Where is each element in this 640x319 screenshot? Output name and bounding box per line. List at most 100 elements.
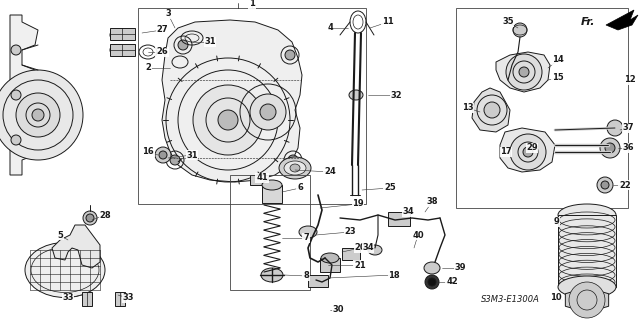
Circle shape xyxy=(519,67,529,77)
Circle shape xyxy=(110,45,120,55)
Text: S3M3-E1300A: S3M3-E1300A xyxy=(481,295,540,305)
Circle shape xyxy=(11,45,21,55)
Text: 21: 21 xyxy=(354,261,366,270)
Circle shape xyxy=(428,278,436,286)
Bar xyxy=(230,175,310,290)
Circle shape xyxy=(513,23,527,37)
Circle shape xyxy=(32,109,44,121)
Circle shape xyxy=(218,110,238,130)
Bar xyxy=(388,212,410,226)
Bar xyxy=(250,175,268,185)
Circle shape xyxy=(155,147,171,163)
Text: 22: 22 xyxy=(619,181,631,189)
Text: 34: 34 xyxy=(362,243,374,253)
Text: 35: 35 xyxy=(502,18,514,26)
Text: 31: 31 xyxy=(186,151,198,160)
Bar xyxy=(110,44,135,56)
Ellipse shape xyxy=(290,164,300,172)
Text: 14: 14 xyxy=(552,56,564,64)
Circle shape xyxy=(605,143,615,153)
Text: 18: 18 xyxy=(388,271,400,279)
Circle shape xyxy=(250,94,286,130)
Bar xyxy=(82,292,92,306)
Text: Fr.: Fr. xyxy=(580,17,595,27)
Text: 9: 9 xyxy=(553,218,559,226)
Bar xyxy=(138,8,366,204)
Circle shape xyxy=(178,40,188,50)
Bar xyxy=(308,275,328,287)
Text: 27: 27 xyxy=(156,26,168,34)
Circle shape xyxy=(83,211,97,225)
Circle shape xyxy=(285,50,295,60)
Circle shape xyxy=(506,54,542,90)
Text: 1: 1 xyxy=(249,0,255,9)
Circle shape xyxy=(600,138,620,158)
Ellipse shape xyxy=(349,90,363,100)
Text: 28: 28 xyxy=(99,211,111,219)
Text: 13: 13 xyxy=(462,103,474,113)
Text: 23: 23 xyxy=(344,227,356,236)
Text: 5: 5 xyxy=(57,231,63,240)
Text: 26: 26 xyxy=(156,48,168,56)
Text: 36: 36 xyxy=(622,144,634,152)
Text: 3: 3 xyxy=(165,10,171,19)
Polygon shape xyxy=(10,15,38,175)
Ellipse shape xyxy=(558,204,616,226)
Text: 31: 31 xyxy=(204,38,216,47)
Text: 39: 39 xyxy=(454,263,466,272)
Text: 20: 20 xyxy=(354,243,366,253)
Text: 25: 25 xyxy=(384,183,396,192)
Text: 19: 19 xyxy=(352,199,364,209)
Bar xyxy=(342,248,360,260)
Text: 6: 6 xyxy=(297,183,303,192)
Circle shape xyxy=(123,30,133,40)
Ellipse shape xyxy=(368,245,382,255)
Bar xyxy=(110,28,135,40)
Ellipse shape xyxy=(25,242,105,298)
Circle shape xyxy=(288,155,298,165)
Bar xyxy=(558,215,616,287)
Circle shape xyxy=(110,30,120,40)
Circle shape xyxy=(260,104,276,120)
Text: 10: 10 xyxy=(550,293,562,302)
Circle shape xyxy=(11,90,21,100)
Ellipse shape xyxy=(262,180,282,190)
Ellipse shape xyxy=(558,276,616,298)
Circle shape xyxy=(601,181,609,189)
Ellipse shape xyxy=(424,262,440,274)
Text: 24: 24 xyxy=(324,167,336,176)
Polygon shape xyxy=(52,225,100,268)
Circle shape xyxy=(16,93,60,137)
Ellipse shape xyxy=(284,161,306,175)
Polygon shape xyxy=(565,287,609,313)
Polygon shape xyxy=(496,52,550,92)
Text: 8: 8 xyxy=(303,271,309,280)
Circle shape xyxy=(170,155,180,165)
Text: 30: 30 xyxy=(332,306,344,315)
Text: 37: 37 xyxy=(622,123,634,132)
Text: 40: 40 xyxy=(412,231,424,240)
Polygon shape xyxy=(500,128,555,172)
Text: 41: 41 xyxy=(256,174,268,182)
Text: 17: 17 xyxy=(500,147,512,157)
Circle shape xyxy=(523,147,533,157)
Text: 29: 29 xyxy=(526,144,538,152)
Text: 15: 15 xyxy=(552,73,564,83)
Circle shape xyxy=(484,102,500,118)
Circle shape xyxy=(607,120,623,136)
Circle shape xyxy=(193,85,263,155)
Bar xyxy=(456,8,628,208)
Circle shape xyxy=(11,135,21,145)
Ellipse shape xyxy=(279,157,311,179)
Text: 16: 16 xyxy=(142,147,154,157)
Text: 33: 33 xyxy=(62,293,74,302)
Text: 34: 34 xyxy=(402,207,414,217)
Text: 32: 32 xyxy=(390,91,402,100)
Circle shape xyxy=(597,177,613,193)
Polygon shape xyxy=(606,10,638,30)
Polygon shape xyxy=(162,20,302,182)
Bar xyxy=(320,258,340,272)
Circle shape xyxy=(0,70,83,160)
Text: 12: 12 xyxy=(624,76,636,85)
Ellipse shape xyxy=(321,253,339,263)
